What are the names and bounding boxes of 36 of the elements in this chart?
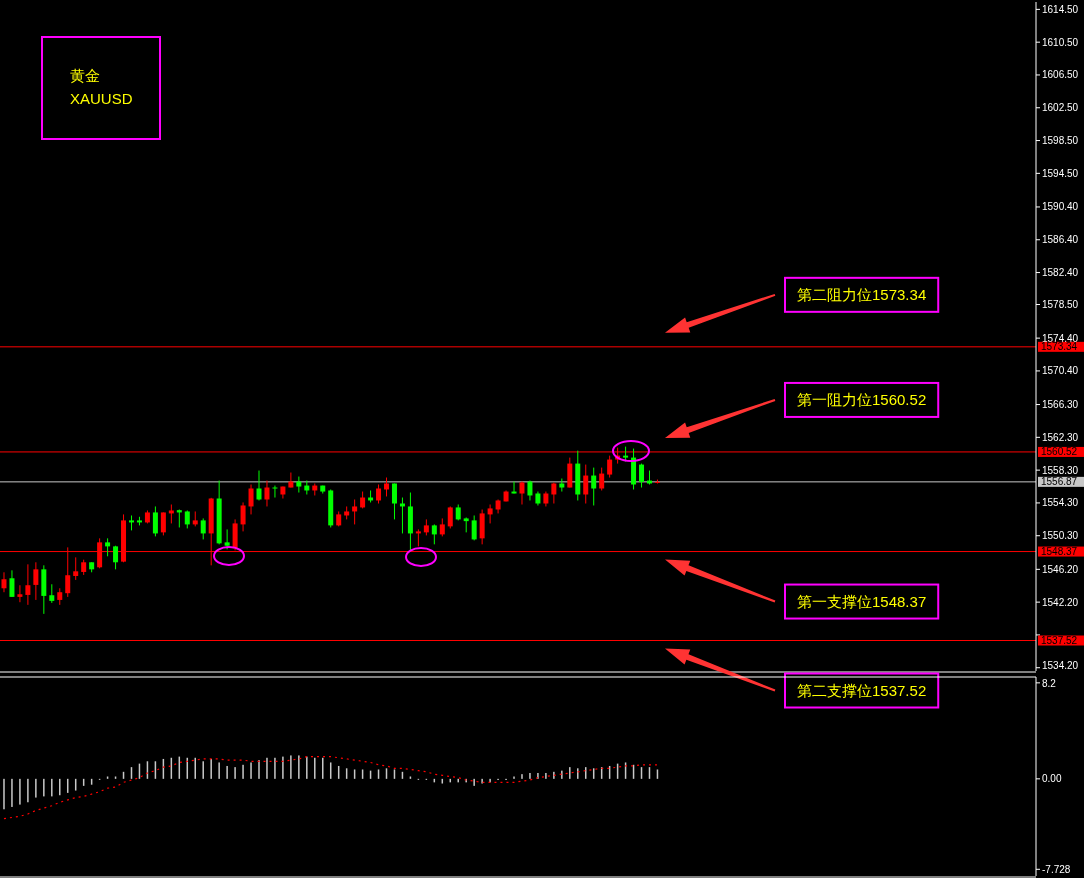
y-tick-label: 1602.50: [1042, 102, 1079, 114]
y-tick-label: 1550.30: [1042, 530, 1079, 542]
y-tick-label: 1590.40: [1042, 201, 1079, 213]
y-tick-label: 1610.50: [1042, 36, 1079, 48]
line-series: [3, 756, 659, 820]
y-tick-label: 1570.40: [1042, 365, 1079, 377]
y-tick-label: 1566.30: [1042, 399, 1079, 411]
y-tick-label: 1562.30: [1042, 431, 1079, 443]
y-tick-label: 1542.20: [1042, 596, 1079, 608]
text: 黄金: [70, 67, 100, 84]
annotation: 第二阻力位1573.34: [797, 286, 927, 304]
ref-line-label: 1537.52: [1041, 635, 1078, 646]
y-tick-label: 1558.30: [1042, 464, 1079, 476]
y-tick-label: 1546.20: [1042, 563, 1079, 575]
y-tick-label: 1598.50: [1042, 135, 1079, 147]
y-tick-label: 0.00: [1042, 773, 1062, 785]
ref-line-label: 1556.87: [1041, 476, 1078, 488]
y-tick-label: 1582.40: [1042, 267, 1079, 279]
y-tick-label: 1606.50: [1042, 69, 1079, 81]
y-tick-label: 1534.20: [1042, 659, 1079, 671]
y-tick-label: 1614.50: [1042, 3, 1079, 15]
text: XAUUSD: [70, 90, 133, 107]
annotation: 第一阻力位1560.52: [797, 391, 927, 409]
ref-line-label: 1548.37: [1041, 546, 1078, 558]
y-tick-label: 1586.40: [1042, 234, 1079, 246]
y-tick-label: 1578.50: [1042, 299, 1079, 311]
y-tick-label: 1594.50: [1042, 167, 1079, 179]
annotation: 第二支撑位1537.52: [797, 682, 927, 699]
annotation: 第一支撑位1548.37: [797, 593, 927, 611]
y-tick-label: 1574.40: [1042, 332, 1079, 344]
ref-line-label: 1560.52: [1041, 446, 1078, 458]
y-tick-label: -7.728: [1042, 863, 1071, 875]
candlestick: [272, 485, 278, 498]
y-tick-label: 8.2: [1042, 677, 1057, 689]
ref-line-label: 1573.34: [1041, 341, 1078, 353]
y-tick-label: 1554.30: [1042, 497, 1079, 509]
